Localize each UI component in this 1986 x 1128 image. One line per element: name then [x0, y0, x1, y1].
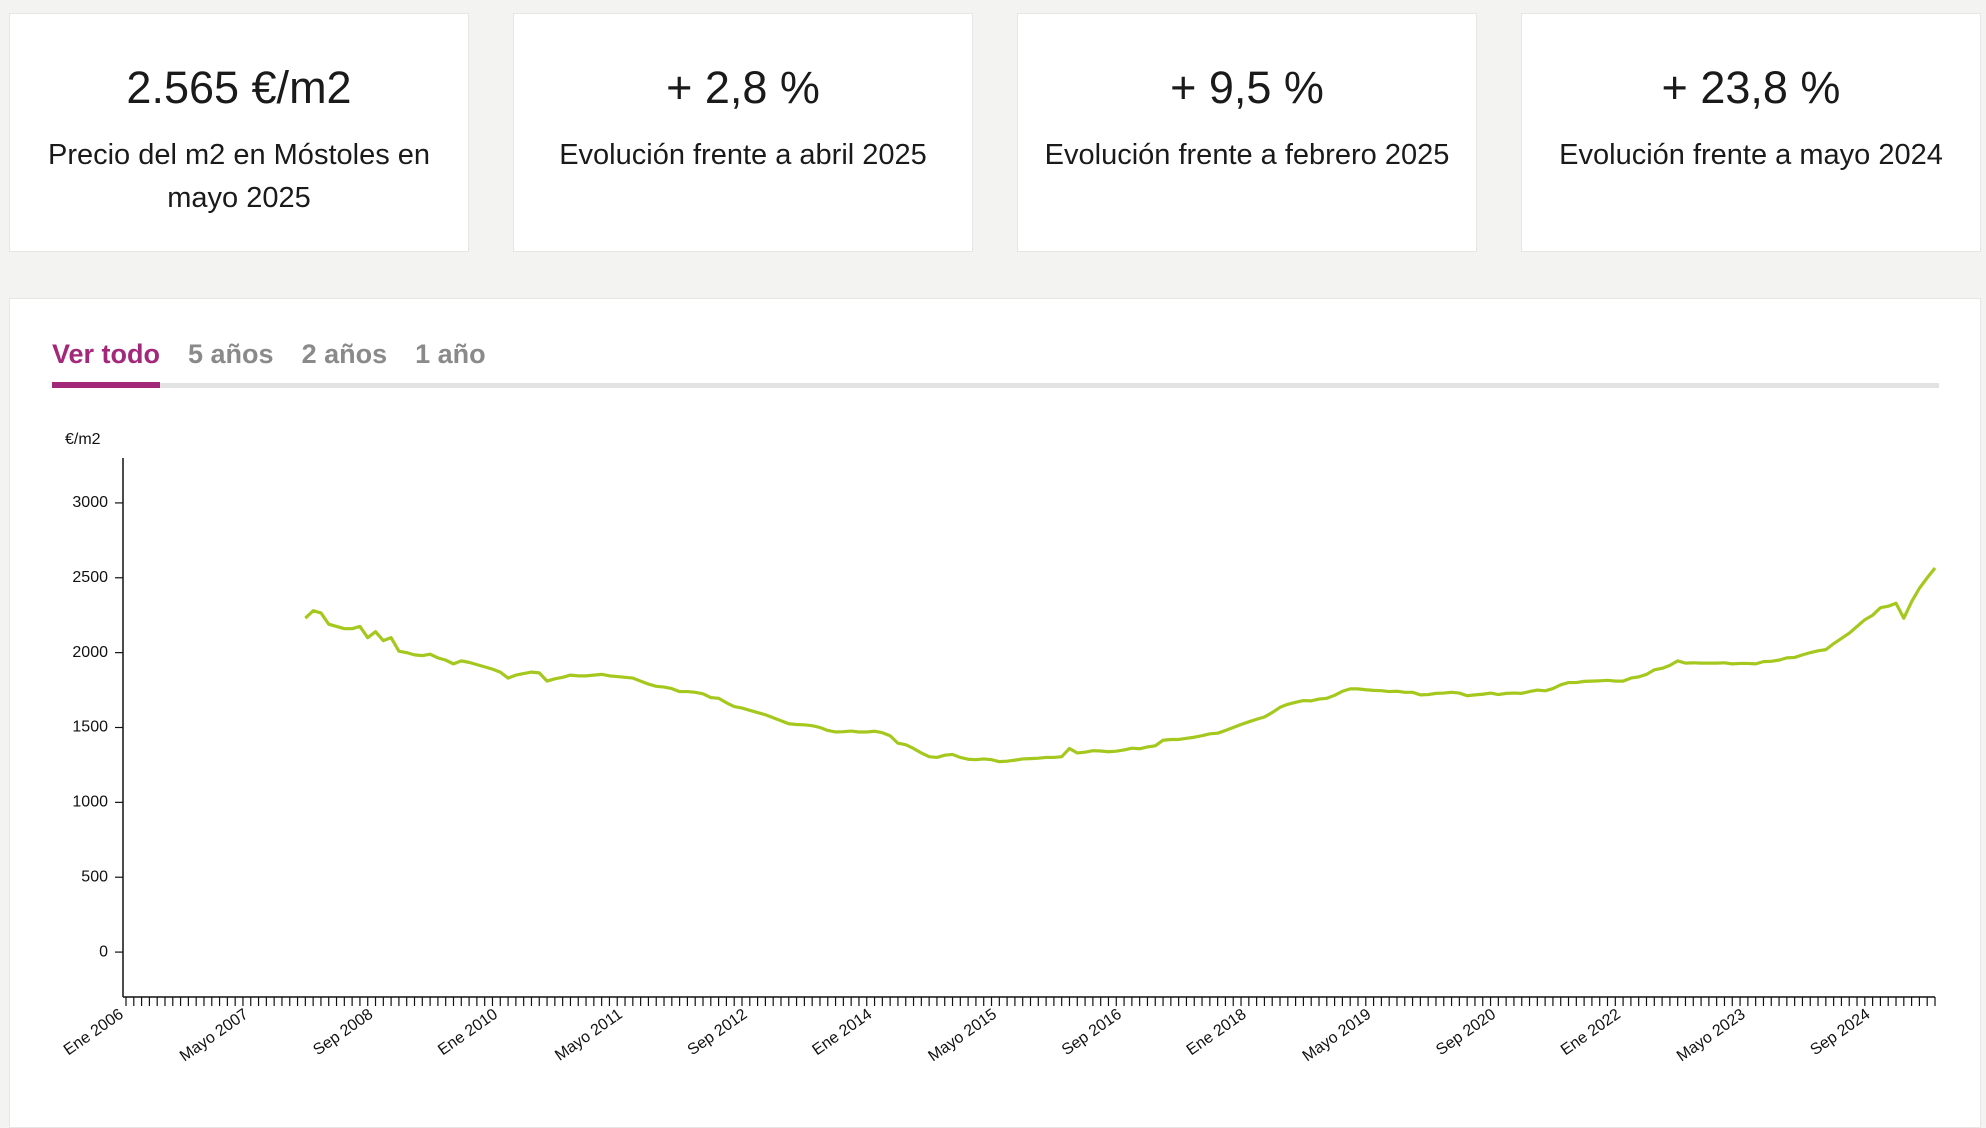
tab[interactable]: Ver todo: [52, 335, 161, 388]
stat-value: 2.565 €/m2: [126, 62, 352, 113]
y-tick-label: 3000: [72, 494, 108, 511]
y-tick-label: 1000: [72, 794, 108, 811]
stat-label: Evolución frente a febrero 2025: [1044, 139, 1450, 171]
x-tick-label: Ene 2018: [1184, 1006, 1250, 1059]
x-tick-label: Mayo 2019: [1300, 1006, 1375, 1065]
stat-card: 2.565 €/m2 Precio del m2 en Móstoles en m…: [9, 13, 469, 252]
chart-panel: Ver todo 5 años 2 años 1 año: [9, 298, 1981, 1128]
tab-bar: Ver todo 5 años 2 años 1 año: [52, 335, 1939, 388]
stat-value: + 23,8 %: [1661, 62, 1841, 113]
stat-card: + 2,8 % Evolución frente a abril 2025: [513, 13, 973, 252]
x-tick-label: Sep 2012: [685, 1006, 751, 1059]
stat-card: + 9,5 % Evolución frente a febrero 2025: [1017, 13, 1477, 252]
stat-label: Evolución frente a mayo 2024: [1559, 139, 1943, 171]
x-tick-label: Mayo 2007: [177, 1006, 252, 1065]
stat-label: Precio del m2 en Móstoles en mayo 2025: [47, 139, 431, 214]
tab[interactable]: 5 años: [188, 339, 274, 369]
y-tick-label: 1500: [72, 719, 108, 736]
y-tick-label: 0: [99, 943, 108, 960]
price-line: [304, 567, 1937, 764]
x-tick-label: Sep 2008: [310, 1006, 376, 1059]
x-tick-label: Mayo 2015: [925, 1006, 1000, 1065]
y-tick-label: 2000: [72, 644, 108, 661]
stat-value: + 2,8 %: [666, 62, 820, 113]
x-tick-label: Ene 2022: [1558, 1006, 1624, 1059]
x-tick-label: Mayo 2023: [1674, 1006, 1749, 1065]
x-tick-label: Mayo 2011: [552, 1006, 626, 1065]
tab[interactable]: 1 año: [415, 339, 486, 369]
x-tick-label: Ene 2006: [61, 1006, 127, 1059]
x-tick-label: Ene 2014: [809, 1006, 875, 1059]
x-tick-label: Sep 2020: [1433, 1006, 1499, 1059]
y-tick-label: 500: [81, 868, 108, 885]
stat-card: + 23,8 % Evolución frente a mayo 2024: [1521, 13, 1981, 252]
stat-value: + 9,5 %: [1170, 62, 1324, 113]
stat-label: Evolución frente a abril 2025: [559, 139, 927, 171]
x-tick-label: Sep 2024: [1807, 1006, 1873, 1059]
x-tick-label: Ene 2010: [435, 1006, 501, 1059]
y-tick-label: 2500: [72, 569, 108, 586]
x-tick-label: Sep 2016: [1059, 1006, 1125, 1059]
y-axis-title: €/m2: [65, 431, 101, 448]
tab[interactable]: 2 años: [301, 339, 388, 369]
